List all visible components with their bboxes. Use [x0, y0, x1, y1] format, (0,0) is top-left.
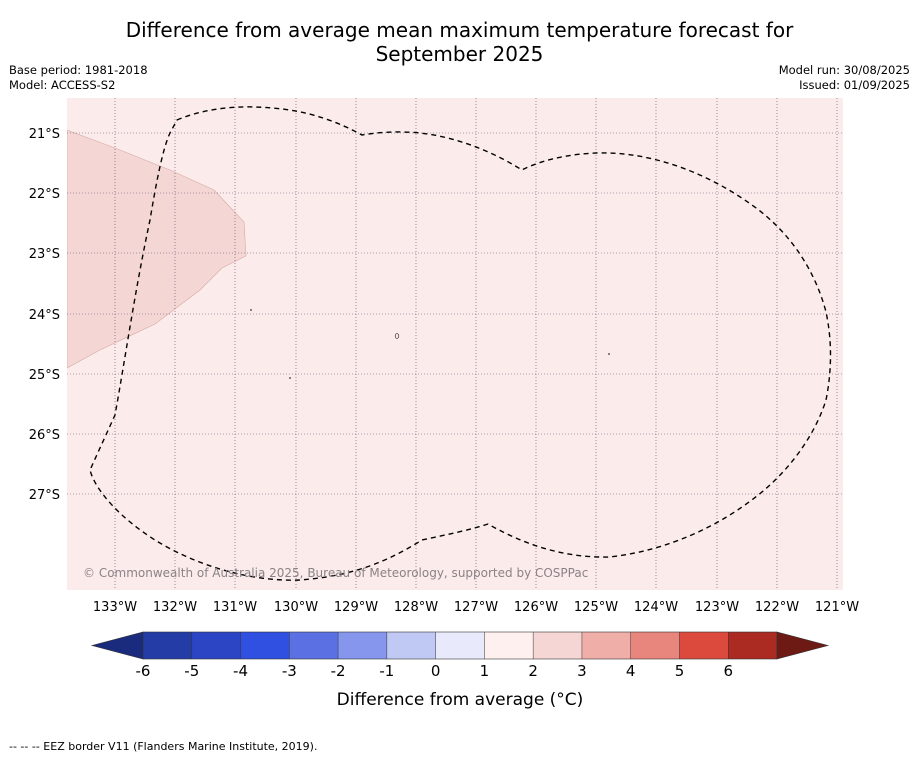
- map-title-line2: September 2025: [375, 42, 544, 66]
- colorbar-tick-label: 4: [626, 662, 636, 680]
- latitude-labels: 21°S 22°S 23°S 24°S 25°S 26°S 27°S: [29, 127, 60, 503]
- longitude-label: 126°W: [514, 600, 558, 615]
- colorbar-tick-label: -2: [331, 662, 346, 680]
- colorbar-swatch: [240, 632, 290, 659]
- longitude-label: 122°W: [755, 600, 799, 615]
- issued-date: Issued: 01/09/2025: [799, 78, 910, 92]
- colorbar-frame: [142, 631, 778, 660]
- colorbar-tick-labels: -6 -5 -4 -3 -2 -1 0 1 2 3 4 5 6: [136, 662, 733, 680]
- copyright-text: © Commonwealth of Australia 2025, Bureau…: [83, 566, 588, 580]
- map-background: [67, 98, 843, 590]
- longitude-label: 131°W: [213, 600, 257, 615]
- eez-border: [89, 106, 832, 581]
- latitude-label: 23°S: [29, 247, 60, 262]
- colorbar-tick-label: 3: [577, 662, 587, 680]
- meta-right: Model run: 30/08/2025 Issued: 01/09/2025: [779, 63, 910, 93]
- colorbar-swatch: [386, 632, 436, 659]
- latitude-label: 21°S: [29, 127, 60, 142]
- base-period: Base period: 1981-2018: [9, 63, 148, 77]
- colorbar: [90, 631, 830, 660]
- longitude-label: 121°W: [815, 600, 859, 615]
- longitude-label: 129°W: [334, 600, 378, 615]
- longitude-label: 128°W: [394, 600, 438, 615]
- model-name: Model: ACCESS-S2: [9, 78, 116, 92]
- eez-footnote: -- -- -- EEZ border V11 (Flanders Marine…: [9, 740, 318, 753]
- colorbar-swatch: [143, 632, 193, 659]
- colorbar-extend-low: [90, 631, 144, 660]
- island-marker: [289, 377, 291, 379]
- latitude-label: 24°S: [29, 308, 60, 323]
- island-marker: [608, 353, 610, 355]
- colorbar-swatch: [630, 632, 680, 659]
- longitude-label: 132°W: [153, 600, 197, 615]
- longitude-label: 124°W: [634, 600, 678, 615]
- longitude-label: 125°W: [574, 600, 618, 615]
- graticule: [67, 98, 843, 590]
- longitude-label: 130°W: [274, 600, 318, 615]
- colorbar-swatch: [191, 632, 241, 659]
- colorbar-tick-label: -5: [184, 662, 199, 680]
- island-marker: [394, 333, 400, 339]
- longitude-label: 133°W: [93, 600, 137, 615]
- meta-left: Base period: 1981-2018 Model: ACCESS-S2: [9, 63, 148, 93]
- colorbar-tick-label: -1: [379, 662, 394, 680]
- colorbar-extend-high: [776, 631, 830, 660]
- latitude-label: 26°S: [29, 428, 60, 443]
- longitude-label: 127°W: [454, 600, 498, 615]
- longitude-labels: 133°W 132°W 131°W 130°W 129°W 128°W 127°W 126°W…: [93, 600, 859, 615]
- map-title-line1: Difference from average mean maximum tem…: [125, 18, 794, 42]
- anomaly-region: [67, 129, 247, 369]
- colorbar-title: Difference from average (°C): [337, 690, 584, 710]
- colorbar-tick-label: -6: [136, 662, 151, 680]
- colorbar-swatch: [581, 632, 631, 659]
- colorbar-tick-label: 5: [675, 662, 685, 680]
- colorbar-tick-label: -4: [233, 662, 248, 680]
- model-run: Model run: 30/08/2025: [778, 63, 910, 77]
- island-marker: [250, 309, 252, 311]
- colorbar-tick-label: 6: [723, 662, 733, 680]
- colorbar-swatch: [679, 632, 729, 659]
- colorbar-tick-label: 1: [480, 662, 490, 680]
- latitude-label: 25°S: [29, 368, 60, 383]
- colorbar-swatch: [533, 632, 583, 659]
- colorbar-tick-label: -3: [282, 662, 297, 680]
- colorbar-swatch: [289, 632, 339, 659]
- colorbar-swatch: [338, 632, 388, 659]
- map-title: Difference from average mean maximum tem…: [0, 18, 919, 66]
- colorbar-swatch: [435, 632, 485, 659]
- colorbar-swatch: [484, 632, 534, 659]
- latitude-label: 22°S: [29, 187, 60, 202]
- colorbar-tick-label: 0: [431, 662, 441, 680]
- colorbar-tick-label: 2: [528, 662, 538, 680]
- latitude-label: 27°S: [29, 488, 60, 503]
- longitude-label: 123°W: [695, 600, 739, 615]
- colorbar-swatch: [728, 632, 778, 659]
